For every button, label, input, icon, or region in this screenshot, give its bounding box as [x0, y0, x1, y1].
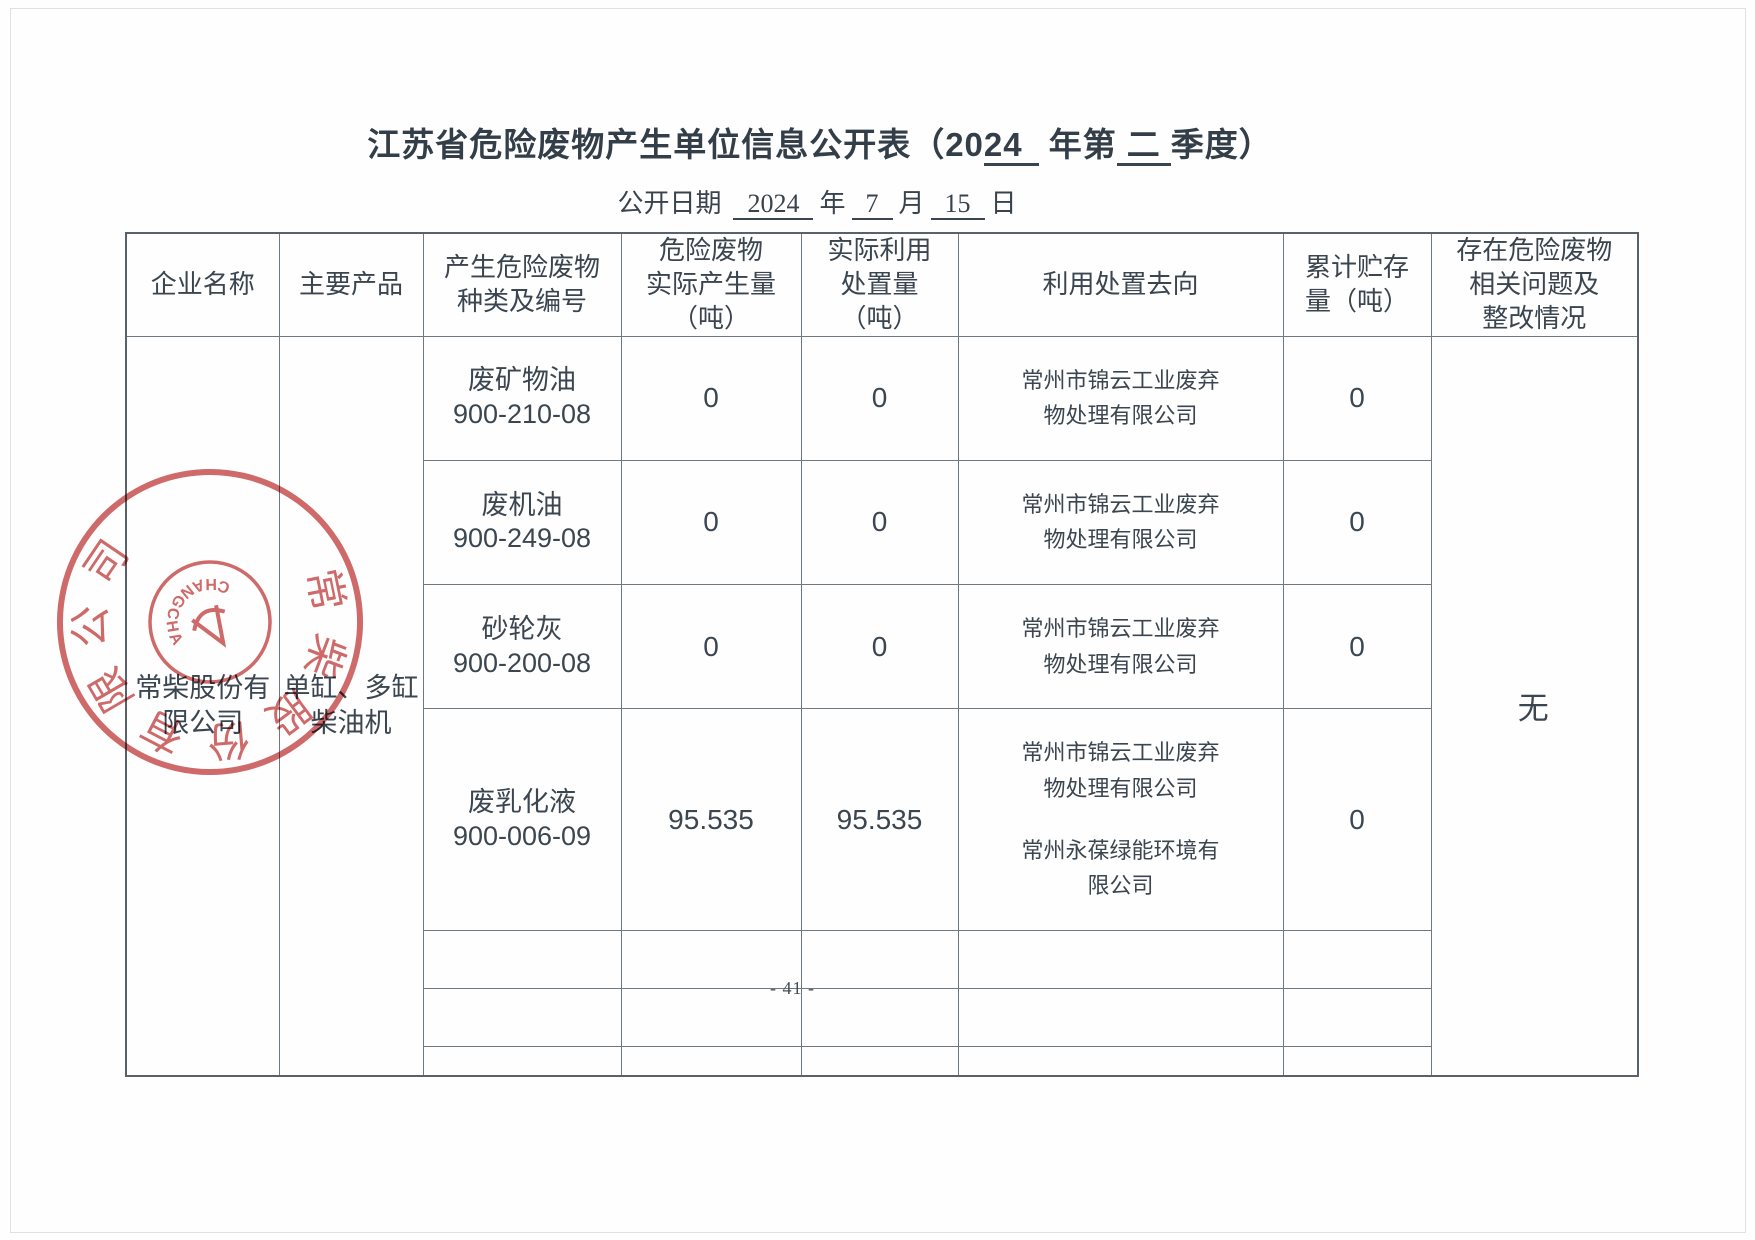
- table-row: 废乳化液 900-006-09 95.535 95.535 常州市锦云工业废弃物…: [126, 708, 1638, 931]
- destination-cell: [957, 1045, 1284, 1077]
- title-year-blank: 24: [983, 126, 1039, 166]
- title-text: 江苏省危险废物产生单位信息公开表（20: [367, 126, 984, 163]
- header-disposed-amount: 实际利用 处置量 （吨）: [800, 232, 959, 337]
- publish-date-line: 公开日期 2024 年 7 月 15 日: [0, 183, 1640, 220]
- destination-company: 常州市锦云工业废弃物处理有限公司: [1021, 367, 1220, 429]
- waste-type-cell: 砂轮灰 900-200-08: [422, 583, 622, 710]
- stored-cell: [1282, 1045, 1432, 1077]
- disposed-cell: 0: [800, 583, 959, 710]
- table-row-empty: [126, 929, 1638, 989]
- generated-cell: 0: [620, 335, 802, 461]
- waste-type-cell: [422, 1045, 622, 1077]
- header-waste-type-code: 产生危险废物 种类及编号: [422, 232, 622, 337]
- destination-company: 常州市锦云工业废弃物处理有限公司: [1021, 740, 1220, 801]
- title-suffix: 季度）: [1170, 126, 1273, 163]
- disposed-cell: 0: [800, 335, 959, 461]
- issues-cell: 无: [1430, 335, 1639, 1077]
- date-day-unit: 日: [990, 189, 1017, 218]
- waste-type-cell: 废机油 900-249-08: [422, 459, 622, 586]
- header-company-name: 企业名称: [125, 232, 280, 337]
- stored-cell: 0: [1282, 459, 1432, 586]
- destination-cell: 常州市锦云工业废弃物处理有限公司: [957, 335, 1284, 461]
- stored-cell: 0: [1282, 335, 1432, 461]
- waste-type-cell: 废乳化液 900-006-09: [422, 708, 622, 931]
- disclosure-table: 企业名称 主要产品 产生危险废物 种类及编号 危险废物 实际产生量 （吨） 实际…: [125, 232, 1639, 1078]
- destination-cell: 常州市锦云工业废弃物处理有限公司: [957, 459, 1284, 586]
- stored-cell: [1282, 987, 1432, 1047]
- generated-cell: [620, 1045, 802, 1077]
- destination-company: 常州市锦云工业废弃物处理有限公司: [1021, 491, 1220, 553]
- page-number: - 41 -: [770, 978, 815, 998]
- header-disposal-destination: 利用处置去向: [957, 232, 1284, 337]
- generated-cell: 95.535: [620, 708, 802, 931]
- stored-cell: [1282, 929, 1432, 989]
- date-year-unit: 年: [819, 189, 846, 218]
- destination-company: 常州市锦云工业废弃物处理有限公司: [1021, 616, 1220, 677]
- title-mid: 年第: [1038, 126, 1117, 163]
- header-generated-amount: 危险废物 实际产生量 （吨）: [620, 232, 802, 337]
- destination-company: 常州永葆绿能环境有限公司: [1021, 837, 1220, 899]
- disposed-cell: 0: [800, 459, 959, 586]
- destination-cell: [957, 929, 1284, 989]
- header-main-products: 主要产品: [278, 232, 424, 337]
- header-issues-rectification: 存在危险废物 相关问题及 整改情况: [1430, 232, 1639, 337]
- generated-cell: 0: [620, 583, 802, 710]
- disposed-cell: 95.535: [800, 708, 959, 931]
- table-row: 砂轮灰 900-200-08 0 0 常州市锦云工业废弃物处理有限公司 0: [126, 583, 1638, 710]
- disposed-cell: [800, 1045, 959, 1077]
- page-title: 江苏省危险废物产生单位信息公开表（2024 年第二季度）: [0, 118, 1640, 166]
- destination-cell: 常州市锦云工业废弃物处理有限公司: [957, 583, 1284, 710]
- date-year-value: 2024: [733, 189, 814, 220]
- disposed-cell: [800, 929, 959, 989]
- main-products-cell: 单缸、多缸 柴油机: [278, 335, 424, 1077]
- title-quarter-blank: 二: [1116, 126, 1171, 166]
- generated-cell: [620, 929, 802, 989]
- date-month-unit: 月: [898, 189, 925, 218]
- date-label: 公开日期: [617, 189, 722, 218]
- waste-type-cell: 废矿物油 900-210-08: [422, 335, 622, 461]
- stored-cell: 0: [1282, 583, 1432, 710]
- stored-cell: 0: [1282, 708, 1432, 931]
- table-header-row: 企业名称 主要产品 产生危险废物 种类及编号 危险废物 实际产生量 （吨） 实际…: [125, 232, 1639, 337]
- date-month-value: 7: [851, 189, 893, 220]
- disposed-cell: [800, 987, 959, 1047]
- generated-cell: 0: [620, 459, 802, 586]
- table-row: 常柴股份有 限公司 单缸、多缸 柴油机 废矿物油 900-210-08 0 0 …: [125, 335, 1639, 1077]
- table-row-empty: [126, 1045, 1638, 1077]
- date-day-value: 15: [930, 189, 985, 220]
- company-name-cell: 常柴股份有 限公司: [125, 335, 280, 1077]
- header-cumulative-storage: 累计贮存 量（吨）: [1282, 232, 1432, 337]
- destination-cell: 常州市锦云工业废弃物处理有限公司 常州永葆绿能环境有限公司: [957, 708, 1284, 931]
